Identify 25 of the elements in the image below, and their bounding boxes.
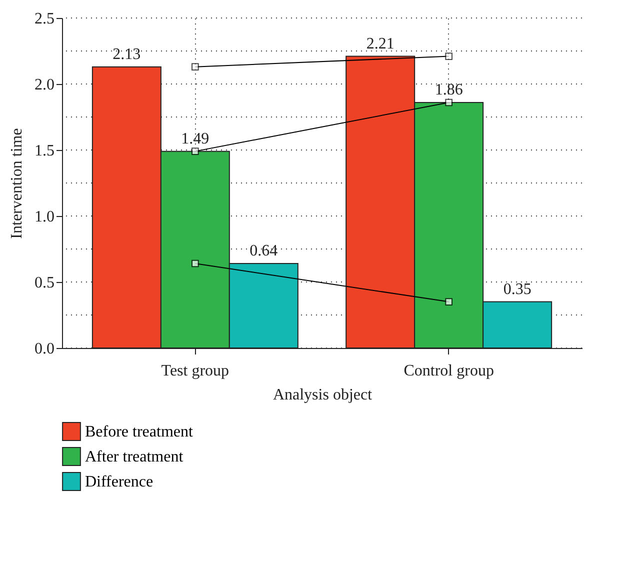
legend-label: Difference	[85, 474, 154, 490]
x-tick-label: Control group	[404, 362, 494, 380]
x-axis-title: Analysis object	[272, 386, 373, 404]
y-tick-label: 2.5	[34, 10, 54, 28]
data-label: 1.49	[181, 130, 210, 148]
y-tick-label: 1.5	[34, 142, 54, 160]
y-tick-label: 0.5	[34, 274, 54, 292]
y-tick-label: 1.0	[34, 208, 54, 226]
point	[192, 148, 199, 155]
point	[445, 298, 452, 306]
point	[445, 98, 452, 106]
point	[192, 260, 199, 268]
data-label: 0.64	[250, 242, 278, 260]
x-tick-label: Test group	[161, 362, 230, 380]
point	[192, 63, 199, 71]
legend-label: Before treatment	[85, 424, 194, 440]
y-axis-title: Intervention time	[8, 128, 26, 239]
data-label: 2.13	[112, 46, 141, 63]
data-label: 2.21	[366, 35, 394, 52]
data-label: 1.86	[434, 81, 463, 98]
legend-label: After treatment	[85, 448, 184, 466]
y-tick-label: 2.0	[34, 76, 54, 94]
y-tick-label: 0.0	[34, 340, 54, 358]
point	[445, 52, 452, 60]
data-label: 0.35	[503, 280, 532, 298]
